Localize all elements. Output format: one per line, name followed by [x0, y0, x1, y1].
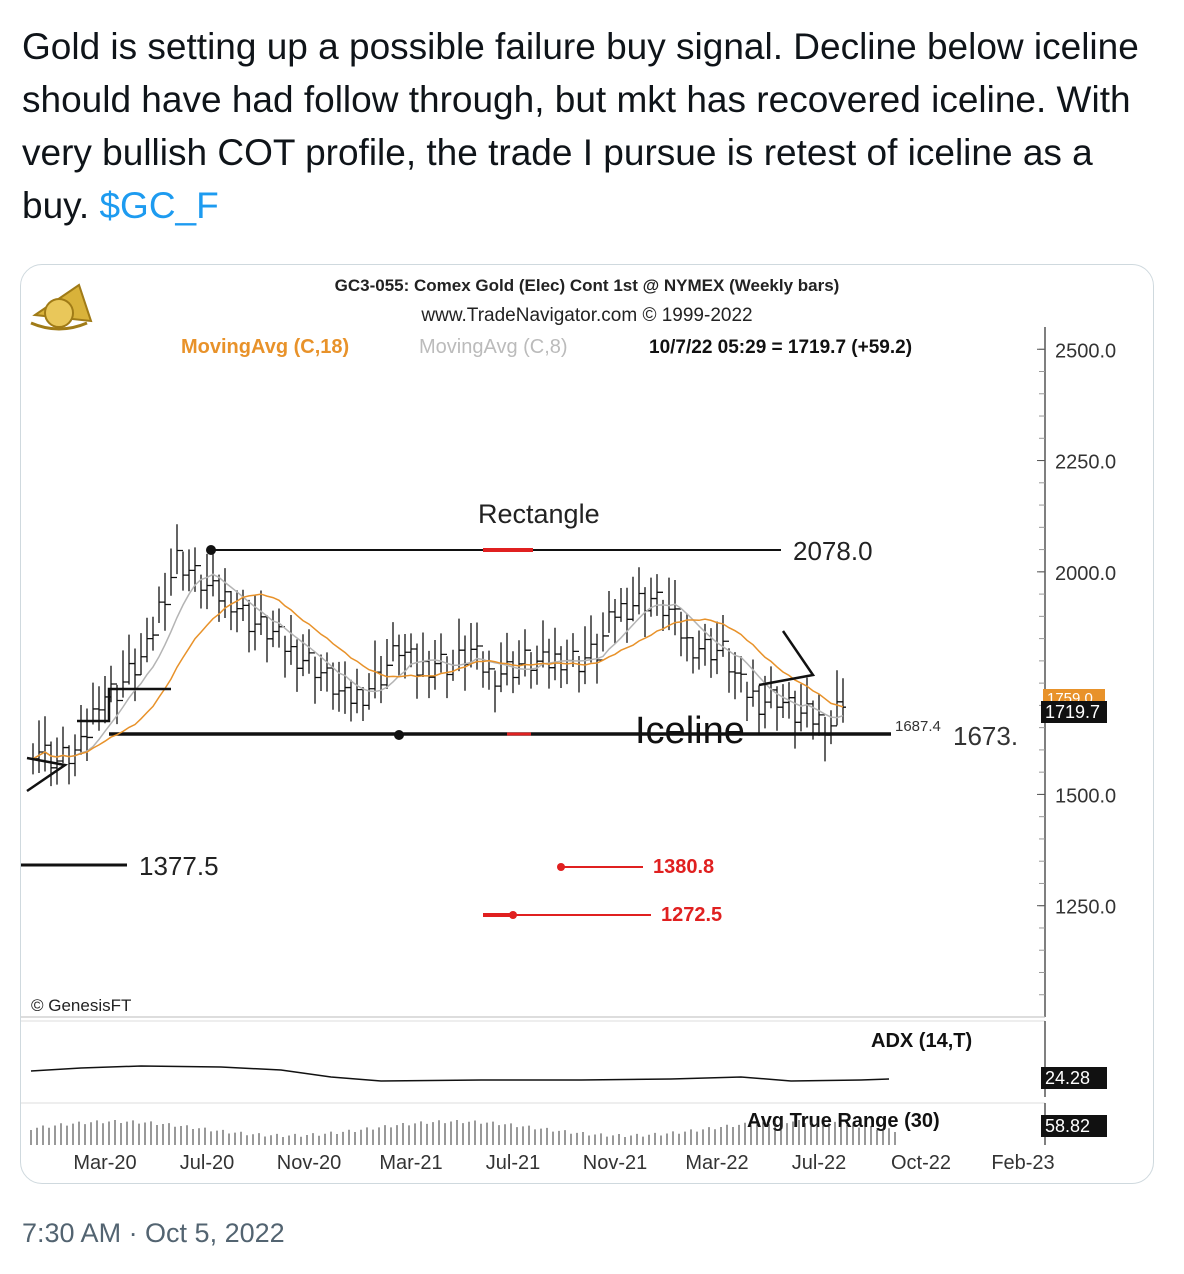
legend-ma8: MovingAvg (C,8)	[419, 336, 568, 358]
ma8-line	[32, 573, 844, 760]
x-axis-ticks: Mar-20 Jul-20 Nov-20 Mar-21 Jul-21 Nov-21 Mar-…	[73, 1152, 1054, 1174]
tweet-timestamp[interactable]: 7:30 AM · Oct 5, 2022	[22, 1218, 285, 1248]
adx-value: 24.28	[1045, 1068, 1090, 1088]
iceline-point-a	[394, 730, 404, 740]
atr-label: Avg True Range (30)	[747, 1110, 940, 1132]
tweet-media-card[interactable]: GC3-055: Comex Gold (Elec) Cont 1st @ NY…	[20, 264, 1154, 1184]
chart-source: www.TradeNavigator.com © 1999-2022	[420, 305, 752, 326]
base-box	[77, 687, 171, 723]
tweet-body: Gold is setting up a possible failure bu…	[22, 26, 1139, 226]
late-wedge	[758, 630, 816, 687]
x-tick-label-2: Nov-20	[277, 1152, 341, 1174]
sextant-logo-icon	[30, 283, 93, 331]
ma18-line	[32, 593, 844, 760]
rectangle-top-point	[206, 545, 216, 555]
x-tick-label-8: Oct-22	[891, 1152, 951, 1174]
target-1272-label: 1272.5	[661, 904, 722, 926]
target-1380-label: 1380.8	[653, 856, 714, 878]
y-tick-label-3: 1500.0	[1055, 785, 1116, 807]
y-tick-label-4: 1250.0	[1055, 897, 1116, 919]
x-tick-label-9: Feb-23	[991, 1152, 1054, 1174]
x-tick-label-5: Nov-21	[583, 1152, 647, 1174]
y-tick-label-2: 2000.0	[1055, 563, 1116, 585]
atr-histogram	[30, 1120, 896, 1145]
x-tick-label-4: Jul-21	[486, 1152, 540, 1174]
chart-title: GC3-055: Comex Gold (Elec) Cont 1st @ NY…	[335, 276, 840, 295]
y-tick-label-1: 2250.0	[1055, 452, 1116, 474]
last-price-label: 1719.7	[1045, 702, 1100, 722]
level-1673-label: 1673.	[953, 721, 1018, 751]
x-tick-label-1: Jul-20	[180, 1152, 234, 1174]
genesis-copyright: © GenesisFT	[31, 996, 131, 1015]
x-tick-label-0: Mar-20	[73, 1152, 136, 1174]
iceline-label: Iceline	[635, 710, 745, 752]
x-tick-label-7: Jul-22	[792, 1152, 846, 1174]
legend-quote: 10/7/22 05:29 = 1719.7 (+59.2)	[649, 337, 912, 358]
target-1272-point	[509, 911, 517, 919]
y-axis-ticks: 2500.0 2250.0 2000.0 1500.0 1250.0	[1037, 340, 1116, 919]
y-tick-label-0: 2500.0	[1055, 340, 1116, 362]
rectangle-label: Rectangle	[478, 499, 600, 529]
adx-value-badge	[1041, 1067, 1107, 1089]
last-price-badge	[1041, 701, 1107, 723]
legend-ma18: MovingAvg (C,18)	[181, 336, 349, 358]
atr-value-badge	[1041, 1115, 1107, 1137]
x-tick-label-3: Mar-21	[379, 1152, 442, 1174]
cashtag-link[interactable]: $GC_F	[99, 185, 219, 226]
support-1377-label: 1377.5	[139, 851, 219, 881]
y-minor-ticks	[1039, 348, 1045, 996]
x-tick-label-6: Mar-22	[685, 1152, 748, 1174]
level-2078-label: 2078.0	[793, 536, 873, 566]
level-1687-label: 1687.4	[895, 718, 941, 735]
gold-weekly-chart: GC3-055: Comex Gold (Elec) Cont 1st @ NY…	[21, 276, 1116, 1174]
left-wedge	[26, 756, 69, 793]
target-1380-point	[557, 863, 565, 871]
adx-label: ADX (14,T)	[871, 1030, 972, 1052]
adx-line	[30, 1065, 890, 1082]
tweet-text: Gold is setting up a possible failure bu…	[22, 20, 1162, 232]
atr-value: 58.82	[1045, 1116, 1090, 1136]
